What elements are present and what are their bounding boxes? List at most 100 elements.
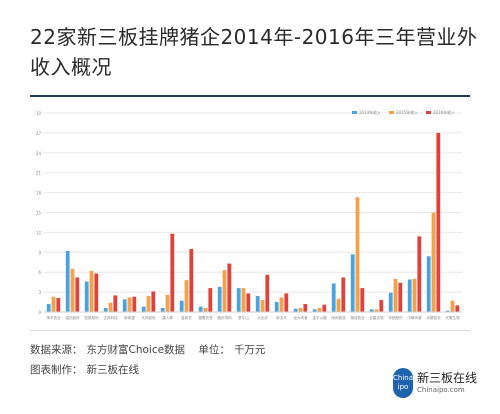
logo-badge-top: China xyxy=(393,374,413,382)
bar xyxy=(369,309,374,312)
bar xyxy=(355,197,360,312)
bar xyxy=(89,270,94,312)
x-tick-label: 金字火腿 xyxy=(312,315,327,320)
bar xyxy=(336,298,341,312)
bar xyxy=(436,132,441,312)
bar xyxy=(75,277,80,312)
chart-title: 22家新三板挂牌猪企2014年-2016年三年营业外收入概况 xyxy=(30,25,478,79)
bar xyxy=(331,283,336,312)
y-tick-label: 27 xyxy=(36,131,42,136)
bar xyxy=(298,308,303,312)
y-tick-label: 30 xyxy=(36,111,42,116)
bar xyxy=(388,292,393,312)
logo-name: 新三板在线 xyxy=(417,371,478,385)
bar xyxy=(417,236,422,312)
chart-area: 0 3 6 9 12 15 18 21 24 27 30 2014年收入 2015年收入 2016年收入禾… xyxy=(30,105,470,330)
bar xyxy=(374,309,379,312)
title-divider xyxy=(30,95,470,97)
x-tick-label: 龙大肉食 xyxy=(293,315,308,320)
bar xyxy=(184,280,189,312)
bar xyxy=(217,286,222,312)
x-tick-label: 牧原股份 xyxy=(84,315,99,320)
x-tick-label: 中粮肉食 xyxy=(407,315,422,320)
y-tick-label: 6 xyxy=(38,270,41,275)
y-tick-label: 15 xyxy=(36,211,42,216)
bar xyxy=(284,293,289,312)
legend-swatch xyxy=(426,111,431,114)
bar xyxy=(317,308,322,312)
bar xyxy=(65,250,70,312)
legend-label: 2015年收入 xyxy=(396,109,418,115)
logo-badge-bottom: ipo xyxy=(397,383,409,391)
bar xyxy=(203,308,208,312)
logo-badge-icon: China ipo xyxy=(393,368,413,398)
bar xyxy=(312,309,317,312)
legend-swatch xyxy=(352,111,357,114)
bar xyxy=(127,297,132,312)
bar xyxy=(450,300,455,312)
bar xyxy=(350,254,355,312)
bar xyxy=(141,306,146,312)
bar xyxy=(246,293,251,312)
bar xyxy=(393,278,398,312)
bar xyxy=(260,300,265,312)
x-tick-label: 新五丰 xyxy=(276,315,287,320)
bar xyxy=(293,308,298,312)
x-tick-label: 京基智农 xyxy=(426,315,441,320)
bar xyxy=(46,304,51,312)
unit-label: 单位： xyxy=(198,344,230,356)
bar xyxy=(208,288,213,312)
x-tick-label: 华统股份 xyxy=(388,315,403,320)
x-tick-label: 禾丰牧业 xyxy=(46,315,61,320)
bar xyxy=(122,299,127,312)
bar xyxy=(51,296,56,312)
y-tick-label: 0 xyxy=(38,310,41,315)
bar xyxy=(165,294,170,312)
source-row: 数据来源： 东方财富Choice数据 单位： 千万元 xyxy=(30,340,269,360)
bar xyxy=(113,295,118,312)
bar xyxy=(274,302,279,312)
x-tick-label: 金新农 xyxy=(181,315,192,320)
x-tick-label: 湘佳牧业 xyxy=(350,315,365,320)
bar xyxy=(407,279,412,312)
bar xyxy=(241,288,246,312)
chinaipo-logo: China ipo 新三板在线 Chinaipo.com xyxy=(393,368,477,398)
x-tick-label: 正邦科技 xyxy=(103,315,118,320)
source-label: 数据来源： xyxy=(30,344,83,356)
chart-footer: 数据来源： 东方财富Choice数据 单位： 千万元 图表制作： 新三板在线 xyxy=(30,340,269,380)
bar xyxy=(103,308,108,312)
bar xyxy=(94,273,99,312)
bar xyxy=(265,274,270,312)
made-by-row: 图表制作： 新三板在线 xyxy=(30,360,269,380)
y-tick-label: 3 xyxy=(38,290,41,295)
logo-domain: Chinaipo.com xyxy=(417,386,465,394)
unit-value: 千万元 xyxy=(233,344,266,356)
source-value: 东方财富Choice数据 xyxy=(86,344,186,356)
bar xyxy=(412,278,417,312)
bar-chart: 0 3 6 9 12 15 18 21 24 27 30 2014年收入 2015年收入 2016年收入禾… xyxy=(36,109,462,320)
legend-swatch xyxy=(389,111,394,114)
bar xyxy=(445,310,450,312)
bar xyxy=(146,296,151,312)
bar xyxy=(322,304,327,312)
bar xyxy=(426,256,431,312)
bar xyxy=(70,268,75,312)
legend-label: 2014年收入 xyxy=(359,109,381,115)
x-tick-label: 天康生物 xyxy=(445,315,460,320)
y-tick-label: 12 xyxy=(36,230,42,235)
bar xyxy=(398,282,403,312)
bar xyxy=(170,233,175,312)
bar xyxy=(179,300,184,312)
x-tick-label: 唐人神 xyxy=(162,315,173,320)
x-tick-label: 雨润食品 xyxy=(331,315,346,320)
bar xyxy=(189,248,194,312)
bar xyxy=(279,297,284,312)
y-tick-label: 21 xyxy=(36,171,42,176)
footer-divider xyxy=(30,330,470,331)
bar xyxy=(151,291,156,312)
bar xyxy=(341,277,346,312)
x-tick-label: 巨星农牧 xyxy=(369,315,384,320)
bar xyxy=(108,302,113,312)
bar xyxy=(198,306,203,312)
x-tick-label: 温氏股份 xyxy=(65,315,80,320)
